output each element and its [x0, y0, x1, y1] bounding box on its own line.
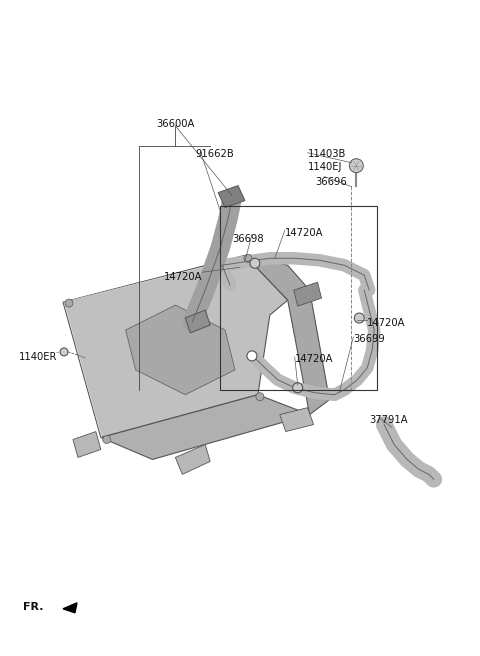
- Circle shape: [60, 348, 68, 356]
- Circle shape: [256, 393, 264, 401]
- Text: 1140EJ: 1140EJ: [308, 162, 342, 172]
- Text: FR.: FR.: [23, 602, 44, 612]
- Circle shape: [65, 299, 73, 307]
- Text: 36696: 36696: [315, 176, 348, 187]
- Polygon shape: [63, 603, 77, 613]
- Text: 1140ER: 1140ER: [19, 352, 58, 362]
- Circle shape: [103, 436, 111, 443]
- Polygon shape: [185, 310, 210, 333]
- Text: 11403B: 11403B: [308, 149, 346, 159]
- Text: 14720A: 14720A: [295, 354, 333, 364]
- Polygon shape: [280, 407, 313, 432]
- Circle shape: [244, 255, 252, 262]
- Text: 14720A: 14720A: [164, 272, 202, 282]
- Polygon shape: [294, 282, 322, 306]
- Circle shape: [354, 313, 364, 323]
- Text: 91662B: 91662B: [195, 149, 234, 159]
- Text: 36699: 36699: [353, 334, 385, 344]
- Circle shape: [250, 258, 260, 268]
- Text: 36600A: 36600A: [156, 119, 194, 129]
- Polygon shape: [63, 255, 288, 438]
- Polygon shape: [175, 445, 210, 474]
- Polygon shape: [101, 395, 310, 459]
- Polygon shape: [218, 186, 245, 207]
- Text: 36698: 36698: [232, 234, 264, 245]
- Circle shape: [349, 159, 363, 173]
- Polygon shape: [245, 255, 329, 415]
- Polygon shape: [126, 305, 235, 395]
- Text: 14720A: 14720A: [367, 318, 406, 328]
- Text: 14720A: 14720A: [285, 228, 323, 238]
- Text: 37791A: 37791A: [369, 415, 408, 424]
- Circle shape: [293, 382, 302, 393]
- Polygon shape: [73, 432, 101, 457]
- Circle shape: [247, 351, 257, 361]
